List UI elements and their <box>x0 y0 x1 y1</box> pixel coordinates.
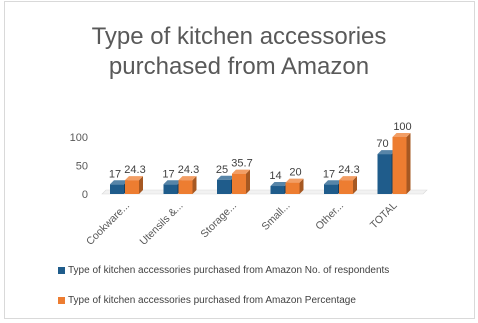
bar-side-percentage <box>139 176 143 194</box>
bar-percentage <box>392 137 407 194</box>
bar-top-percentage <box>125 176 143 181</box>
data-label-percentage: 20 <box>289 167 301 179</box>
legend: Type of kitchen accessories purchased fr… <box>58 263 389 323</box>
bar-respondents <box>217 179 231 194</box>
chart-title-line-2: purchased from Amazon <box>108 53 370 80</box>
legend-swatch-respondents <box>58 266 65 274</box>
x-tick-label: Other... <box>313 200 346 233</box>
bar-top-percentage <box>285 178 304 183</box>
chart-title: Type of kitchen accessories purchased fr… <box>0 22 478 82</box>
bar-percentage <box>232 173 246 194</box>
x-tick-label: Storage... <box>198 200 239 241</box>
data-label-respondents: 17 <box>162 168 174 180</box>
bar-top-respondents <box>110 180 128 185</box>
data-label-respondents: 17 <box>109 168 121 180</box>
bar-percentage <box>285 182 300 194</box>
bar-top-respondents <box>324 180 342 185</box>
data-label-percentage: 100 <box>393 121 411 133</box>
y-tick-label: 0 <box>82 189 88 201</box>
data-label-percentage: 35.7 <box>231 158 252 170</box>
bar-top-respondents <box>377 150 396 155</box>
bar-side-percentage <box>192 176 197 194</box>
x-tick-label: Cookware... <box>84 200 132 248</box>
bar-top-respondents <box>163 180 182 185</box>
data-label-percentage: 24.3 <box>178 164 199 176</box>
bar-percentage <box>125 180 139 194</box>
legend-swatch-percentage <box>58 296 65 304</box>
data-label-percentage: 24.3 <box>338 164 359 176</box>
legend-item-percentage: Type of kitchen accessories purchased fr… <box>58 293 389 307</box>
bar-top-respondents <box>270 182 289 187</box>
y-tick-label: 100 <box>70 132 88 144</box>
bar-top-respondents <box>217 175 235 180</box>
x-tick-label: Small... <box>259 200 292 233</box>
bar-top-percentage <box>232 169 250 174</box>
bar-respondents <box>163 184 178 194</box>
data-label-percentage: 24.3 <box>124 164 145 176</box>
bar-respondents <box>324 184 338 194</box>
bar-side-percentage <box>353 176 357 194</box>
data-label-respondents: 14 <box>269 170 281 182</box>
bar-percentage <box>339 180 353 194</box>
x-tick-label: Utensils &... <box>138 200 186 248</box>
legend-label-percentage: Type of kitchen accessories purchased fr… <box>68 294 356 306</box>
bar-respondents <box>110 184 124 194</box>
bar-top-percentage <box>178 176 197 181</box>
x-tick-label: TOTAL <box>368 200 400 232</box>
bar-side-percentage <box>246 169 250 194</box>
chart-title-line-1: Type of kitchen accessories <box>91 23 387 50</box>
bar-side-percentage <box>299 178 304 194</box>
legend-item-respondents: Type of kitchen accessories purchased fr… <box>58 263 389 277</box>
bar-respondents <box>270 186 285 194</box>
bar-top-percentage <box>339 176 357 181</box>
bar-respondents <box>377 154 392 194</box>
y-tick-label: 50 <box>76 161 88 173</box>
data-label-respondents: 17 <box>323 168 335 180</box>
legend-label-respondents: Type of kitchen accessories purchased fr… <box>68 264 390 276</box>
bar-percentage <box>178 180 193 194</box>
data-label-respondents: 70 <box>376 138 388 150</box>
bar-side-percentage <box>406 133 411 194</box>
bar-top-percentage <box>392 133 411 137</box>
data-label-respondents: 25 <box>216 164 228 176</box>
